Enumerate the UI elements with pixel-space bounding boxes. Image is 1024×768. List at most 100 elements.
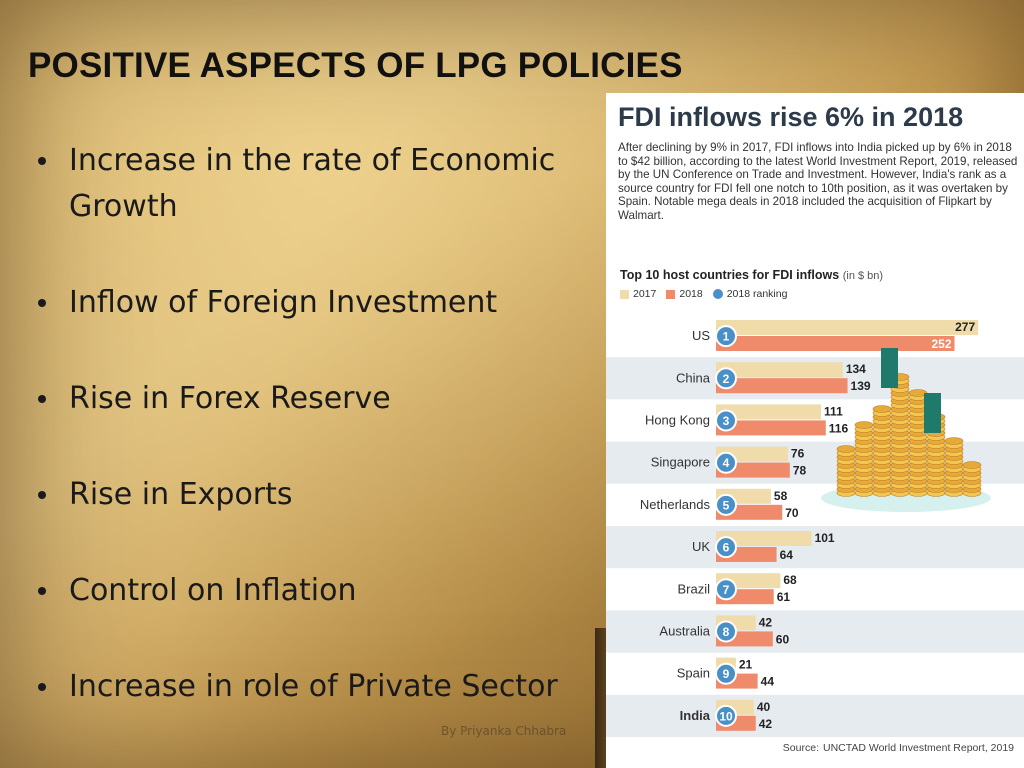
row-stripe	[606, 526, 1024, 569]
legend-swatch-2017	[620, 289, 629, 299]
infographic-title: FDI inflows rise 6% in 2018	[618, 102, 964, 132]
coin-icon	[944, 437, 964, 445]
value-label-2018: 70	[785, 506, 799, 520]
bar-2018	[716, 420, 826, 436]
category-label: Australia	[659, 624, 710, 639]
legend-label-2017: 2017	[633, 288, 657, 300]
bullet-text: Control on Inflation	[69, 573, 357, 608]
bullet-item: Rise in Forex Reserve	[38, 376, 608, 422]
chart-title: Top 10 host countries for FDI inflows (i…	[620, 268, 883, 282]
ranking-number: 5	[723, 498, 730, 512]
infographic-source: Source: UNCTAD World Investment Report, 2…	[783, 742, 1014, 754]
value-label-2017: 58	[774, 489, 788, 503]
chart-legend: 2017 2018 2018 ranking	[620, 288, 787, 300]
ranking-badge-icon	[715, 367, 737, 390]
coin-icon	[872, 405, 892, 413]
category-label: US	[692, 328, 710, 343]
bullet-text: Rise in Exports	[69, 477, 293, 512]
fdi-bar-chart: US 277 252 1 China 134 139 2 Hong Kong 111 116 3 Sin…	[606, 320, 1024, 737]
ranking-badge-icon	[715, 704, 737, 727]
coin-icon	[962, 461, 982, 469]
flag-icon	[881, 348, 898, 388]
ranking-number: 8	[723, 625, 730, 639]
value-label-2017: 21	[739, 658, 753, 672]
value-label-2018: 252	[931, 337, 951, 351]
value-label-2017: 277	[955, 320, 975, 334]
bullet-item: Rise in Exports	[38, 472, 608, 518]
bullet-dot-icon	[38, 683, 46, 691]
category-label: UK	[692, 539, 710, 554]
value-label-2017: 101	[815, 531, 835, 545]
value-label-2018: 78	[793, 464, 807, 478]
value-label-2018: 64	[780, 548, 794, 562]
category-label: Hong Kong	[645, 413, 710, 428]
bullet-dot-icon	[38, 587, 46, 595]
infographic-body: After declining by 9% in 2017, FDI inflo…	[618, 141, 1018, 222]
flag-icon	[924, 393, 941, 433]
source-label: Source:	[782, 742, 819, 754]
chart-unit: (in $ bn)	[842, 270, 884, 282]
ranking-badge-icon	[715, 578, 737, 601]
legend-label-2018: 2018	[679, 288, 703, 300]
ranking-badge-icon	[715, 662, 737, 685]
bullet-text: Increase in role of Private Sector	[69, 669, 558, 704]
bullet-item: Increase in the rate of Economic Growth	[38, 138, 608, 230]
bullet-text: Increase in the rate of Economic Growth	[69, 143, 556, 224]
value-label-2018: 60	[776, 632, 790, 646]
bullet-list: Increase in the rate of Economic Growth …	[38, 138, 608, 760]
ranking-number: 3	[723, 414, 730, 428]
bullet-item: Control on Inflation	[38, 568, 608, 614]
ranking-number: 10	[719, 709, 733, 723]
ranking-number: 9	[723, 667, 730, 681]
author-credit: By Priyanka Chhabra	[441, 724, 567, 738]
legend-ranking-icon	[712, 289, 723, 300]
value-label-2017: 40	[757, 700, 771, 714]
bullet-item: Increase in role of Private Sector	[38, 664, 608, 710]
value-label-2017: 68	[783, 573, 797, 587]
legend-item-ranking: 2018 ranking	[712, 288, 788, 300]
bar-2017	[716, 404, 822, 420]
ranking-number: 2	[723, 372, 730, 386]
category-label: India	[680, 708, 711, 723]
bullet-dot-icon	[38, 157, 46, 165]
value-label-2017: 134	[846, 362, 866, 376]
ranking-badge-icon	[715, 536, 737, 559]
ranking-number: 7	[723, 583, 730, 597]
category-label: China	[676, 370, 711, 385]
value-label-2018: 44	[761, 675, 775, 689]
source-text: UNCTAD World Investment Report, 2019	[822, 742, 1014, 754]
bullet-text: Inflow of Foreign Investment	[69, 285, 498, 320]
slide-title: POSITIVE ASPECTS OF LPG POLICIES	[28, 46, 683, 85]
ranking-number: 1	[723, 330, 730, 344]
category-label: Spain	[677, 666, 710, 681]
ranking-badge-icon	[715, 620, 737, 643]
ranking-badge-icon	[715, 409, 737, 432]
fdi-infographic: FDI inflows rise 6% in 2018 After declin…	[606, 93, 1024, 768]
row-stripe	[606, 610, 1024, 653]
value-label-2018: 116	[829, 421, 849, 435]
bar-2018	[716, 336, 955, 351]
category-label: Singapore	[651, 455, 710, 470]
ranking-badge-icon	[715, 451, 737, 474]
ranking-number: 4	[723, 456, 730, 470]
category-label: Netherlands	[640, 497, 711, 512]
value-label-2017: 42	[759, 615, 773, 629]
value-label-2018: 61	[777, 590, 791, 604]
chart-title-text: Top 10 host countries for FDI inflows	[620, 268, 840, 282]
value-label-2018: 139	[851, 379, 871, 393]
ranking-number: 6	[723, 541, 730, 555]
coin-icon	[854, 421, 874, 429]
bullet-dot-icon	[38, 491, 46, 499]
coin-icon	[836, 445, 856, 453]
legend-label-ranking: 2018 ranking	[726, 288, 788, 300]
bullet-dot-icon	[38, 395, 46, 403]
bar-2017	[716, 531, 812, 546]
legend-item-2017: 2017	[620, 288, 656, 300]
value-label-2018: 42	[759, 717, 773, 731]
bar-2017	[716, 362, 843, 378]
bullet-item: Inflow of Foreign Investment	[38, 280, 608, 326]
ranking-badge-icon	[715, 325, 737, 348]
ranking-badge-icon	[715, 493, 737, 516]
value-label-2017: 76	[791, 447, 805, 461]
legend-swatch-2018	[666, 289, 676, 299]
